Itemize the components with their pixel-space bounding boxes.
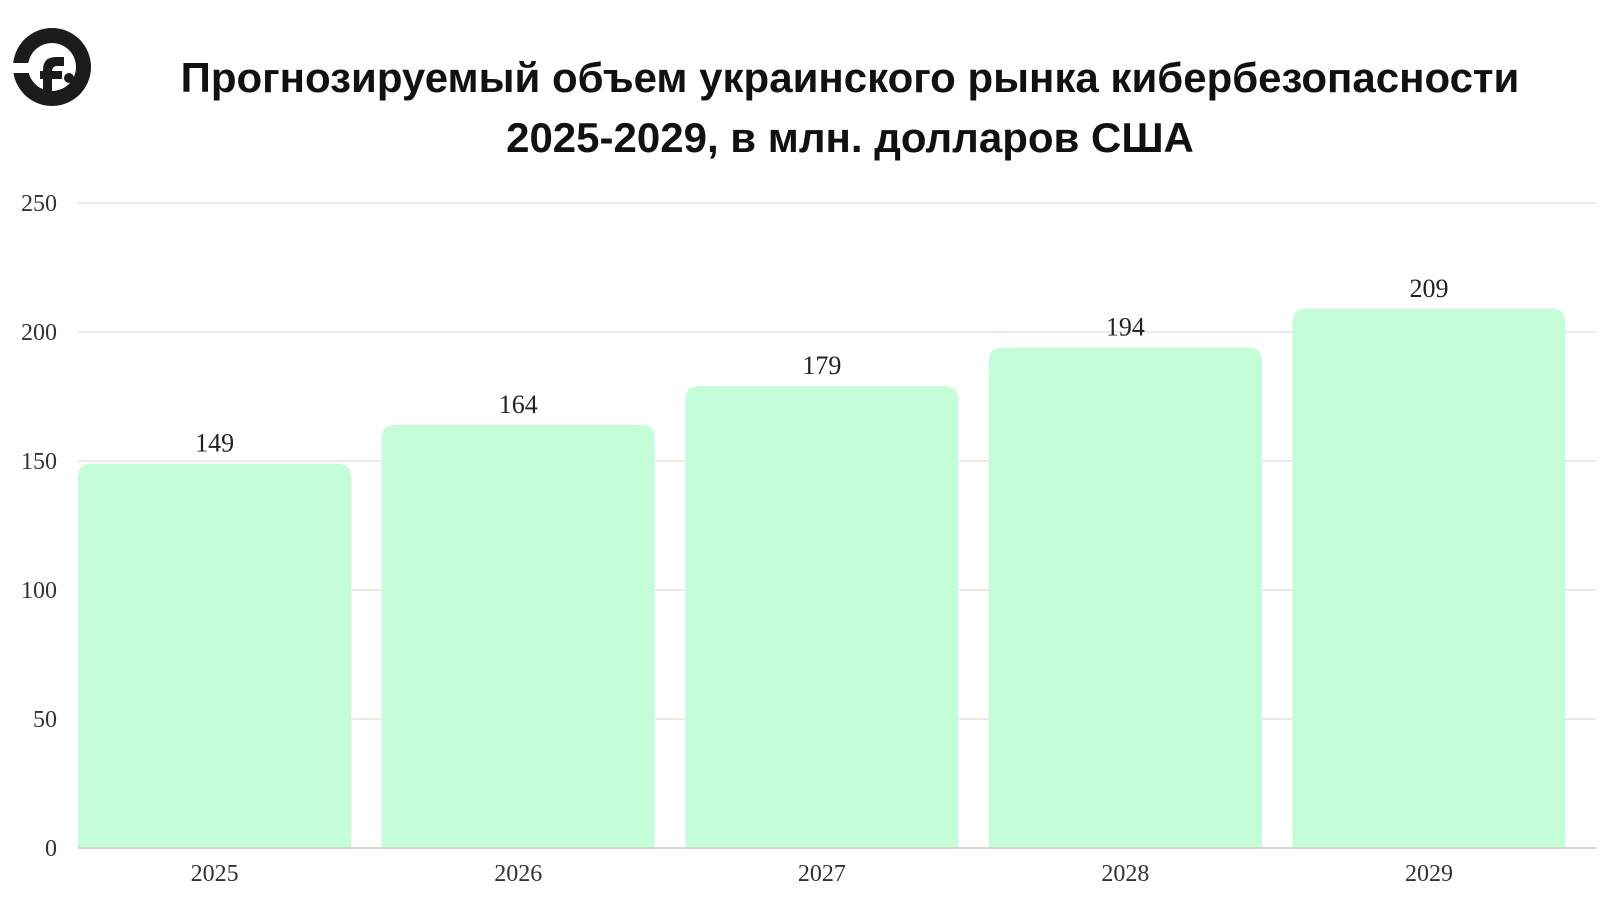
x-tick-label-2027: 2027 xyxy=(798,861,846,887)
x-tick-label-2026: 2026 xyxy=(494,861,542,887)
chart-title-line-2: 2025-2029, в млн. долларов США xyxy=(506,114,1194,161)
y-axis: 0 50 100 150 200 250 xyxy=(21,191,57,862)
y-tick-label: 100 xyxy=(21,578,57,604)
chart-title: Прогнозируемый объем украинского рынка к… xyxy=(110,48,1590,168)
data-labels: 149 164 179 194 209 xyxy=(195,274,1448,458)
bars xyxy=(78,308,1566,848)
bar-2026 xyxy=(381,424,655,848)
x-axis: 2025 2026 2027 2028 2029 xyxy=(78,847,1596,887)
bar-2027 xyxy=(685,386,959,848)
y-tick-label: 150 xyxy=(21,449,57,475)
data-label-2027: 179 xyxy=(802,351,841,380)
bar-2029 xyxy=(1292,308,1566,848)
chart-title-line-1: Прогнозируемый объем украинского рынка к… xyxy=(180,54,1520,101)
data-label-2025: 149 xyxy=(195,429,234,458)
x-tick-label-2029: 2029 xyxy=(1405,861,1453,887)
data-label-2028: 194 xyxy=(1106,312,1145,341)
y-tick-label: 0 xyxy=(45,836,57,862)
brand-logo-icon xyxy=(12,28,91,106)
y-tick-label: 50 xyxy=(33,707,57,733)
y-tick-label: 250 xyxy=(21,191,57,217)
x-tick-label-2025: 2025 xyxy=(191,861,239,887)
data-label-2029: 209 xyxy=(1410,274,1449,303)
data-label-2026: 164 xyxy=(499,390,538,419)
y-tick-label: 200 xyxy=(21,320,57,346)
bar-2028 xyxy=(988,347,1263,848)
bar-2025 xyxy=(78,463,352,848)
x-tick-label-2028: 2028 xyxy=(1101,861,1149,887)
